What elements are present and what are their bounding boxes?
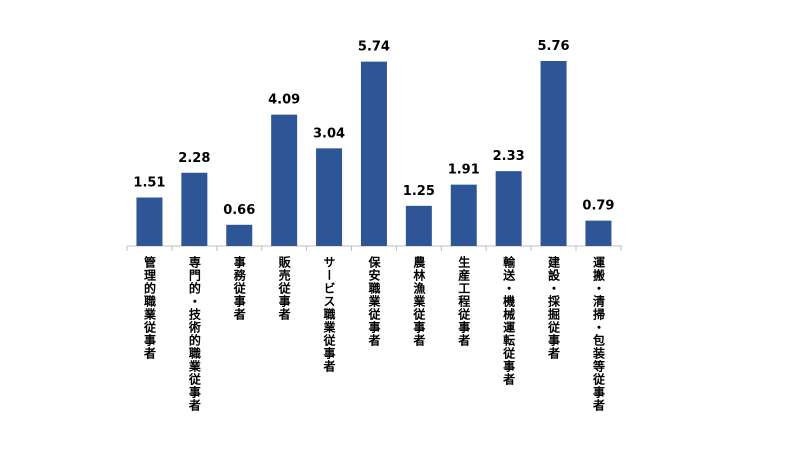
bar [540, 61, 567, 246]
value-label: 1.25 [403, 184, 435, 199]
value-label: 5.76 [538, 39, 570, 54]
x-tick-label: 管理的職業従事者 [142, 255, 156, 360]
x-tick-label: 生産工程従事者 [457, 255, 471, 347]
bar [226, 224, 253, 246]
x-tick-label: 輸送・機械運転従事者 [502, 255, 516, 386]
x-tick-label: 専門的・技術的職業従事者 [187, 255, 201, 412]
value-label: 4.09 [268, 93, 300, 108]
bar [450, 184, 477, 246]
x-tick-label: 保安職業従事者 [367, 255, 381, 347]
value-label: 1.91 [448, 163, 480, 178]
value-label: 2.28 [178, 151, 210, 166]
x-tick-label: 建設・採掘従事者 [547, 255, 561, 360]
bar [360, 61, 387, 246]
bar [316, 148, 343, 246]
value-label: 0.79 [582, 199, 614, 214]
x-tick-label: 農林漁業従事者 [412, 255, 426, 347]
x-tick-label: 販売従事者 [277, 255, 291, 321]
bar [405, 205, 432, 246]
bar [181, 172, 208, 246]
x-tick-label: サービス職業従事者 [322, 256, 336, 373]
value-label: 2.33 [493, 149, 525, 164]
value-label: 1.51 [133, 176, 165, 191]
value-label: 3.04 [313, 126, 345, 141]
bar [271, 114, 298, 247]
x-tick-label: 運搬・清掃・包装等従事者 [591, 256, 605, 412]
bar [495, 171, 522, 246]
value-label: 5.74 [358, 40, 390, 55]
bar [585, 220, 612, 246]
value-label: 0.66 [223, 203, 255, 218]
x-tick-label: 事務従事者 [232, 255, 246, 321]
bar [136, 197, 163, 246]
